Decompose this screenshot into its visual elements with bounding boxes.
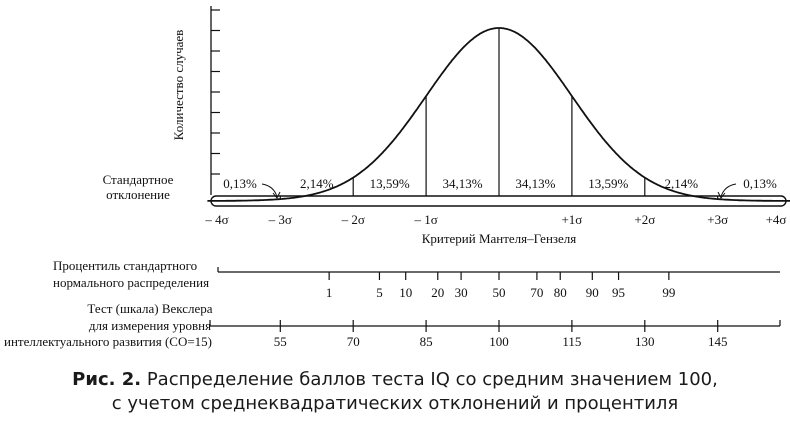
wechsler-tick-label: 115 [562,334,581,349]
sd-row-label: отклонение [106,187,170,202]
band-percent-label: 2,14% [664,176,698,191]
x-tick-label: – 4σ [204,212,228,227]
sd-row-label: Стандартное [103,172,174,187]
x-tick-label: +2σ [634,212,655,227]
band-percent-label: 0,13% [743,176,777,191]
percentile-tick-label: 99 [662,285,675,300]
wechsler-scale-label: для измерения уровня [89,318,211,333]
percentile-scale-label: Процентиль стандартного [53,258,197,273]
tail-arrow-left [261,183,278,198]
x-tick-label: +1σ [561,212,582,227]
x-tick-label: – 2σ [341,212,365,227]
percentile-tick-label: 80 [554,285,567,300]
band-percent-label: 13,59% [370,176,410,191]
wechsler-scale-label: интеллектуального развития (СО=15) [4,334,212,349]
percentile-tick-label: 1 [326,285,333,300]
percentile-tick-label: 10 [399,285,412,300]
percentile-tick-label: 5 [376,285,383,300]
band-percent-label: 34,13% [443,176,483,191]
band-percent-label: 34,13% [515,176,555,191]
percentile-tick-label: 20 [431,285,444,300]
caption-prefix: Рис. 2. [72,369,142,390]
band-percent-label: 2,14% [300,176,334,191]
band-percent-label: 13,59% [588,176,628,191]
wechsler-tick-label: 100 [489,334,509,349]
figure-caption: Рис. 2. Распределение баллов теста IQ со… [0,368,790,416]
wechsler-tick-label: 70 [347,334,360,349]
caption-text-1: Распределение баллов теста IQ со средним… [141,369,718,390]
percentile-tick-label: 90 [586,285,599,300]
percentile-tick-label: 30 [455,285,468,300]
caption-line-2: с учетом среднеквадратических отклонений… [111,393,679,414]
percentile-scale-label: нормального распределения [53,275,209,290]
x-tick-label: +3σ [707,212,728,227]
wechsler-tick-label: 85 [420,334,433,349]
x-tick-label: – 3σ [268,212,292,227]
tail-arrow-right [720,183,737,198]
tail-arrowhead-left [272,191,281,199]
x-tick-label: – 1σ [413,212,437,227]
wechsler-tick-label: 145 [708,334,728,349]
caption-line-1: Рис. 2. Распределение баллов теста IQ со… [0,368,790,392]
y-axis-label: Количество случаев [171,30,186,141]
percentile-tick-label: 50 [493,285,506,300]
wechsler-tick-label: 130 [635,334,655,349]
wechsler-tick-label: 55 [274,334,287,349]
wechsler-scale-label: Тест (шкала) Векслера [87,301,212,316]
x-axis-label: Критерий Мантеля–Гензеля [422,231,577,246]
x-tick-label: +4σ [766,212,787,227]
tail-arrowhead-right [717,191,726,199]
normal-distribution-chart: Количество случаев 0,13% 2,14% 13,59% 34,13%… [4,6,790,349]
percentile-tick-label: 95 [612,285,625,300]
band-percent-label: 0,13% [223,176,257,191]
percentile-tick-label: 70 [530,285,543,300]
